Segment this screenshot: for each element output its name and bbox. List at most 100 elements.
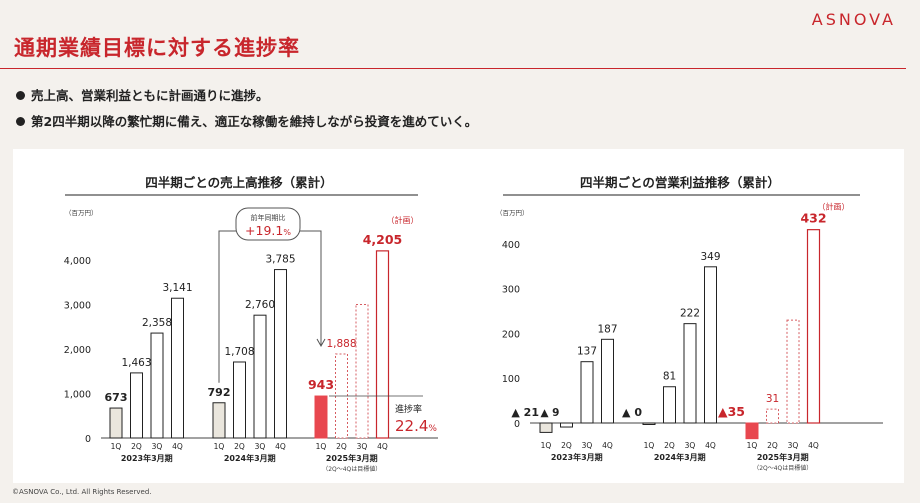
quarter-label: 1Q bbox=[111, 442, 122, 451]
bar-2024年3月期-3Q bbox=[253, 314, 267, 439]
bar-value-label: 349 bbox=[700, 251, 720, 263]
bar-2024年3月期-2Q bbox=[663, 386, 676, 424]
bar-value-label: 3,141 bbox=[162, 282, 192, 294]
brand-logo: ASNOVA bbox=[811, 10, 896, 29]
bar-2023年3月期-2Q bbox=[130, 372, 143, 439]
bar-2023年3月期-4Q bbox=[601, 338, 614, 424]
bar-2023年3月期-1Q bbox=[109, 407, 123, 439]
y-tick-label: 0 bbox=[85, 434, 91, 445]
bar-value-label: 792 bbox=[208, 386, 231, 399]
operating-profit-chart: 四半期ごとの営業利益推移（累計） （百万円） 0 100 200 300 400 ▲ 21 1Q… bbox=[496, 175, 883, 472]
quarter-label: 1Q bbox=[747, 441, 758, 450]
fiscal-year-label: 2024年3月期 bbox=[224, 453, 276, 463]
y-tick-label: 2,000 bbox=[64, 345, 91, 356]
bar-2024年3月期-1Q bbox=[642, 422, 656, 425]
bullet-item: 第2四半期以降の繁忙期に備え、適正な稼働を維持しながら投資を進めていく。 bbox=[16, 112, 477, 138]
quarter-label: 2Q bbox=[234, 442, 245, 451]
bar-value-label: 2,358 bbox=[142, 317, 172, 329]
bar-value-label: 222 bbox=[680, 308, 700, 320]
yoy-bracket-left bbox=[218, 230, 239, 383]
quarter-label: 1Q bbox=[214, 442, 225, 451]
bullet-text: 第2四半期以降の繁忙期に備え、適正な稼働を維持しながら投資を進めていく。 bbox=[31, 114, 478, 129]
quarter-label: 3Q bbox=[582, 441, 593, 450]
bar-2024年3月期-1Q bbox=[212, 402, 226, 439]
charts-panel: 四半期ごとの売上高推移（累計） （百万円） 0 1,000 2,000 3,000 4,00… bbox=[13, 149, 904, 483]
bar-value-label: 1,888 bbox=[326, 338, 356, 350]
yoy-value: +19.1% bbox=[245, 223, 291, 238]
y-tick-label: 300 bbox=[502, 285, 520, 296]
bar-2024年3月期-4Q bbox=[704, 266, 717, 424]
quarter-label: 2Q bbox=[336, 442, 347, 451]
quarter-label: 3Q bbox=[685, 441, 696, 450]
quarter-label: 4Q bbox=[705, 441, 716, 450]
plan-label: （計画） bbox=[818, 202, 850, 212]
plan-label: （計画） bbox=[387, 215, 419, 225]
bar-2025年3月期-2Q bbox=[766, 408, 779, 424]
bar-value-label: 3,785 bbox=[265, 254, 295, 266]
fiscal-year-label: 2025年3月期 bbox=[757, 452, 809, 462]
bar-value-label: 432 bbox=[800, 211, 826, 226]
bullet-text: 売上高、営業利益ともに計画通りに進捗。 bbox=[31, 88, 269, 103]
y-tick-label: 4,000 bbox=[64, 256, 91, 267]
bar-value-label: 81 bbox=[663, 371, 676, 383]
quarter-label: 4Q bbox=[602, 441, 613, 450]
quarter-label: 1Q bbox=[316, 442, 327, 451]
bar-value-label: 1,463 bbox=[121, 357, 151, 369]
bar-2023年3月期-1Q bbox=[539, 422, 553, 433]
fiscal-year-note: （2Q～4Qは目標値） bbox=[322, 465, 381, 473]
quarter-label: 3Q bbox=[255, 442, 266, 451]
bar-2023年3月期-3Q bbox=[150, 332, 164, 439]
quarter-label: 3Q bbox=[788, 441, 799, 450]
yoy-label: 前年同期比 bbox=[251, 213, 286, 222]
chart-title: 四半期ごとの売上高推移（累計） bbox=[145, 175, 332, 190]
bullet-item: 売上高、営業利益ともに計画通りに進捗。 bbox=[16, 86, 477, 112]
bar-2024年3月期-4Q bbox=[274, 269, 287, 439]
bar-value-label: 4,205 bbox=[363, 232, 403, 247]
quarter-label: 4Q bbox=[172, 442, 183, 451]
bullet-list: 売上高、営業利益ともに計画通りに進捗。 第2四半期以降の繁忙期に備え、適正な稼働… bbox=[16, 86, 477, 138]
quarter-label: 2Q bbox=[767, 441, 778, 450]
bar-2023年3月期-3Q bbox=[580, 361, 594, 424]
fiscal-year-label: 2023年3月期 bbox=[121, 453, 173, 463]
bar-value-label: ▲ 21 bbox=[511, 406, 539, 419]
fiscal-year-label: 2024年3月期 bbox=[654, 452, 706, 462]
quarter-label: 2Q bbox=[664, 441, 675, 450]
y-tick-label: 100 bbox=[502, 374, 520, 385]
fiscal-year-label: 2025年3月期 bbox=[326, 453, 378, 463]
quarter-label: 3Q bbox=[152, 442, 163, 451]
bar-value-label: ▲35 bbox=[718, 404, 745, 419]
bar-2025年3月期-1Q bbox=[314, 395, 328, 439]
bar-2025年3月期-3Q bbox=[786, 319, 800, 424]
progress-label: 進捗率 bbox=[395, 403, 422, 415]
bar-2025年3月期-4Q bbox=[375, 250, 390, 439]
yoy-balloon bbox=[235, 207, 301, 241]
bar-value-label: ▲ 0 bbox=[622, 406, 642, 419]
progress-value: 22.4% bbox=[395, 417, 437, 435]
copyright: ©ASNOVA Co., Ltd. All Rights Reserved. bbox=[12, 488, 152, 496]
page-title: 通期業績目標に対する進捗率 bbox=[14, 36, 300, 60]
quarter-label: 4Q bbox=[275, 442, 286, 451]
y-unit-label: （百万円） bbox=[65, 209, 98, 217]
bar-2024年3月期-2Q bbox=[233, 361, 246, 439]
quarter-label: 2Q bbox=[561, 441, 572, 450]
title-divider bbox=[0, 68, 906, 69]
bar-2025年3月期-3Q bbox=[355, 304, 369, 439]
bar-2023年3月期-4Q bbox=[171, 297, 184, 439]
bullet-dot-icon bbox=[16, 91, 25, 100]
y-tick-label: 1,000 bbox=[64, 390, 91, 401]
bar-value-label: ▲ 9 bbox=[540, 407, 559, 419]
bar-value-label: 1,708 bbox=[224, 346, 254, 358]
y-tick-label: 3,000 bbox=[64, 301, 91, 312]
sales-chart: 四半期ごとの売上高推移（累計） （百万円） 0 1,000 2,000 3,000 4,00… bbox=[64, 175, 438, 473]
bar-value-label: 943 bbox=[308, 377, 334, 392]
y-unit-label: （百万円） bbox=[496, 209, 529, 217]
y-tick-label: 200 bbox=[502, 329, 520, 340]
bar-value-label: 31 bbox=[766, 393, 779, 405]
chart-title: 四半期ごとの営業利益推移（累計） bbox=[580, 175, 780, 190]
yoy-arrow-icon bbox=[316, 338, 326, 348]
fiscal-year-label: 2023年3月期 bbox=[551, 452, 603, 462]
bar-2023年3月期-2Q bbox=[560, 422, 573, 428]
bar-value-label: 2,760 bbox=[245, 299, 275, 311]
fiscal-year-note: （2Q～4Qは目標値） bbox=[753, 464, 812, 472]
bar-value-label: 137 bbox=[577, 346, 597, 358]
